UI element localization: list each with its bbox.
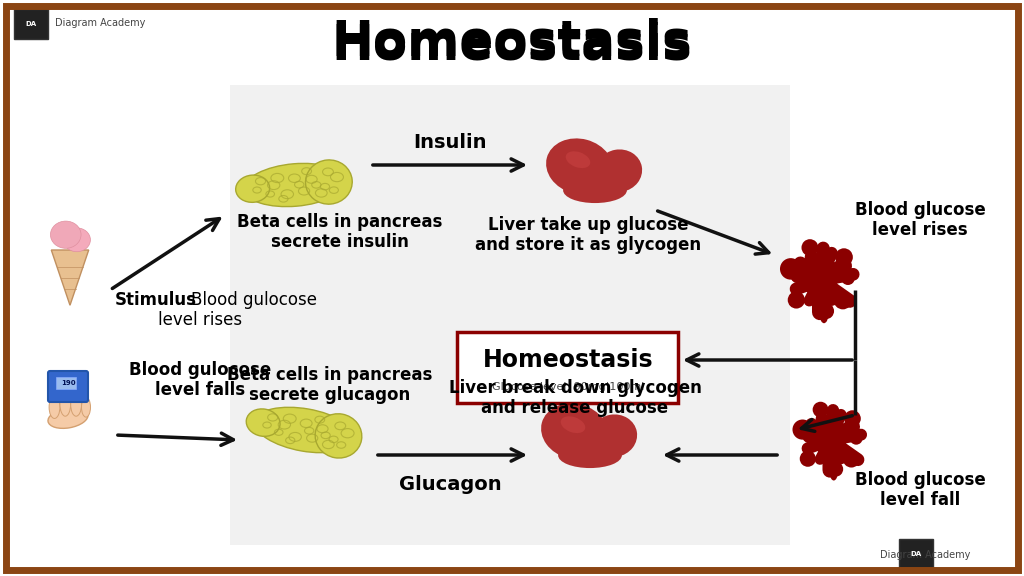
Text: DA: DA [26, 21, 37, 27]
Text: level falls: level falls [155, 381, 245, 399]
Text: Glucose level: 90mg|100ml: Glucose level: 90mg|100ml [492, 382, 644, 392]
Ellipse shape [315, 414, 361, 458]
Circle shape [813, 423, 847, 457]
Ellipse shape [820, 309, 828, 323]
Text: level rises: level rises [158, 311, 242, 329]
Text: Stimulus: Stimulus [115, 291, 197, 309]
Ellipse shape [546, 138, 613, 195]
Ellipse shape [63, 228, 90, 252]
Ellipse shape [596, 149, 642, 192]
Text: 190: 190 [60, 380, 76, 386]
Ellipse shape [558, 442, 622, 468]
Text: Beta cells in pancreas
secrete glucagon: Beta cells in pancreas secrete glucagon [227, 366, 433, 404]
Ellipse shape [236, 175, 269, 202]
Ellipse shape [565, 151, 590, 168]
Text: Blood glucose
level fall: Blood glucose level fall [855, 471, 985, 509]
Circle shape [843, 450, 860, 468]
Text: Homeostasis: Homeostasis [332, 21, 692, 69]
Circle shape [841, 271, 855, 285]
Circle shape [828, 461, 843, 477]
Text: DA: DA [910, 551, 922, 557]
Circle shape [802, 239, 818, 256]
Ellipse shape [71, 393, 82, 416]
Text: Beta cells in pancreas
secrete insulin: Beta cells in pancreas secrete insulin [238, 213, 442, 251]
Text: Insulin: Insulin [414, 132, 486, 151]
Circle shape [793, 419, 813, 439]
Circle shape [834, 291, 852, 309]
Ellipse shape [830, 467, 838, 480]
Ellipse shape [48, 408, 88, 429]
Circle shape [803, 263, 838, 298]
Polygon shape [51, 250, 89, 305]
FancyBboxPatch shape [899, 539, 933, 569]
FancyBboxPatch shape [56, 377, 76, 389]
Ellipse shape [561, 416, 586, 433]
FancyBboxPatch shape [457, 332, 678, 403]
FancyBboxPatch shape [14, 9, 48, 39]
Circle shape [844, 410, 861, 427]
Text: Blood glucose
level rises: Blood glucose level rises [855, 200, 985, 240]
Ellipse shape [82, 397, 90, 417]
Circle shape [787, 291, 805, 309]
Text: Diagram Academy: Diagram Academy [880, 550, 970, 560]
Text: Homeostasis: Homeostasis [482, 348, 653, 372]
Circle shape [780, 258, 802, 279]
Circle shape [800, 450, 816, 467]
Ellipse shape [563, 177, 627, 203]
Text: Liver break down glycogen
and release glucose: Liver break down glycogen and release gl… [449, 378, 701, 418]
Text: : Blood gulocose: : Blood gulocose [180, 291, 317, 309]
Circle shape [835, 248, 853, 266]
Text: Liver take up glucose
and store it as glycogen: Liver take up glucose and store it as gl… [475, 215, 701, 255]
Circle shape [818, 303, 835, 319]
Ellipse shape [305, 160, 352, 204]
Ellipse shape [50, 221, 81, 248]
Ellipse shape [49, 396, 59, 418]
Text: Diagram Academy: Diagram Academy [55, 18, 145, 28]
FancyBboxPatch shape [48, 371, 88, 402]
Text: Homeostasis: Homeostasis [332, 18, 692, 66]
Text: Blood gulocose: Blood gulocose [129, 361, 271, 379]
Ellipse shape [244, 164, 346, 207]
Ellipse shape [255, 407, 355, 453]
Ellipse shape [246, 409, 280, 437]
Circle shape [813, 401, 828, 418]
Text: Glucagon: Glucagon [398, 476, 502, 495]
Ellipse shape [59, 391, 71, 416]
Ellipse shape [591, 415, 637, 457]
Circle shape [850, 432, 862, 445]
FancyBboxPatch shape [230, 85, 790, 545]
Ellipse shape [541, 403, 608, 460]
